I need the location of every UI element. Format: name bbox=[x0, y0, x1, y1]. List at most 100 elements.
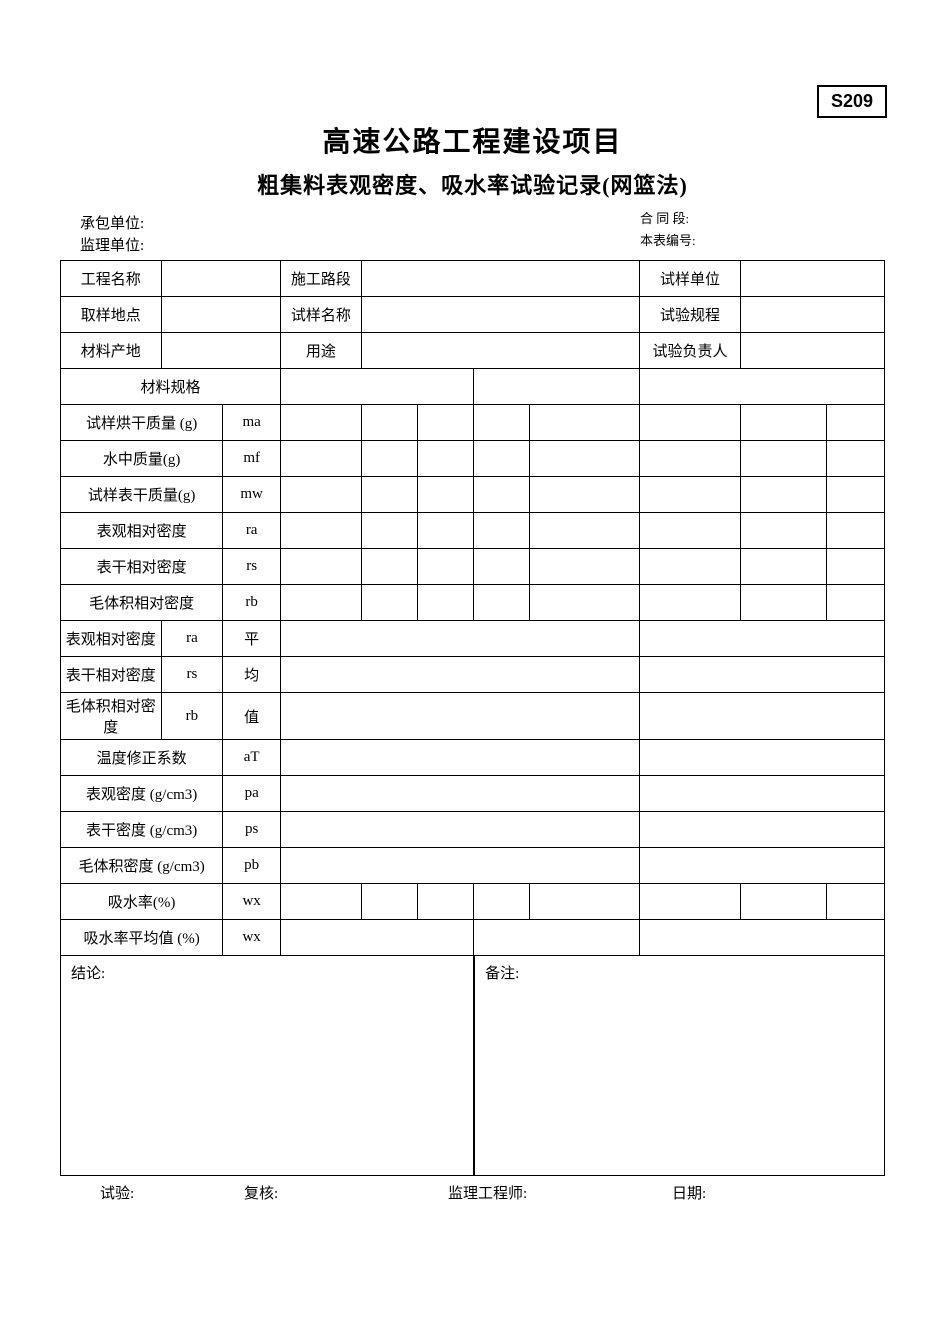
cell-value[interactable] bbox=[161, 333, 280, 369]
cell-value[interactable] bbox=[361, 884, 417, 920]
density-row: 毛体积密度 (g/cm3) pb bbox=[61, 848, 885, 884]
cell-value[interactable] bbox=[529, 441, 639, 477]
cell-value[interactable] bbox=[473, 585, 529, 621]
cell-value[interactable] bbox=[640, 848, 885, 884]
cell-value[interactable] bbox=[361, 297, 640, 333]
cell-value[interactable] bbox=[740, 441, 827, 477]
cell-value[interactable] bbox=[280, 920, 473, 956]
cell-value[interactable] bbox=[740, 549, 827, 585]
cell-value[interactable] bbox=[740, 585, 827, 621]
cell-value[interactable] bbox=[640, 740, 885, 776]
cell-value[interactable] bbox=[280, 441, 361, 477]
cell-value[interactable] bbox=[529, 477, 639, 513]
cell-value[interactable] bbox=[473, 405, 529, 441]
cell-value[interactable] bbox=[740, 884, 827, 920]
cell-value[interactable] bbox=[417, 549, 473, 585]
cell-value[interactable] bbox=[827, 441, 885, 477]
material-spec-row: 材料规格 bbox=[61, 369, 885, 405]
remarks-box[interactable]: 备注: bbox=[474, 956, 885, 1176]
cell-value[interactable] bbox=[280, 884, 361, 920]
cell-value[interactable] bbox=[161, 261, 280, 297]
cell-value[interactable] bbox=[280, 585, 361, 621]
cell-label: 用途 bbox=[280, 333, 361, 369]
footer-review: 复核: bbox=[244, 1182, 424, 1203]
cell-value[interactable] bbox=[827, 549, 885, 585]
cell-value[interactable] bbox=[280, 693, 639, 740]
cell-value[interactable] bbox=[473, 513, 529, 549]
info-row: 材料产地 用途 试验负责人 bbox=[61, 333, 885, 369]
cell-value[interactable] bbox=[280, 621, 639, 657]
cell-value[interactable] bbox=[280, 848, 639, 884]
cell-value[interactable] bbox=[473, 884, 529, 920]
cell-value[interactable] bbox=[640, 585, 741, 621]
avg-row: 表干相对密度 rs 均 bbox=[61, 657, 885, 693]
cell-value[interactable] bbox=[640, 920, 885, 956]
cell-value[interactable] bbox=[280, 657, 639, 693]
cell-value[interactable] bbox=[361, 333, 640, 369]
cell-value[interactable] bbox=[827, 405, 885, 441]
cell-value[interactable] bbox=[417, 477, 473, 513]
cell-value[interactable] bbox=[417, 405, 473, 441]
cell-value[interactable] bbox=[280, 812, 639, 848]
cell-value[interactable] bbox=[529, 884, 639, 920]
cell-value[interactable] bbox=[827, 884, 885, 920]
cell-value[interactable] bbox=[280, 369, 473, 405]
cell-value[interactable] bbox=[529, 585, 639, 621]
cell-value[interactable] bbox=[417, 585, 473, 621]
cell-value[interactable] bbox=[640, 693, 885, 740]
cell-value[interactable] bbox=[640, 657, 885, 693]
cell-value[interactable] bbox=[361, 477, 417, 513]
cell-value[interactable] bbox=[640, 812, 885, 848]
cell-value[interactable] bbox=[740, 261, 884, 297]
param-row: 水中质量(g) mf bbox=[61, 441, 885, 477]
cell-value[interactable] bbox=[361, 261, 640, 297]
cell-value[interactable] bbox=[473, 549, 529, 585]
cell-value[interactable] bbox=[640, 477, 741, 513]
cell-value[interactable] bbox=[361, 513, 417, 549]
cell-value[interactable] bbox=[740, 477, 827, 513]
cell-value[interactable] bbox=[161, 297, 280, 333]
cell-value[interactable] bbox=[827, 585, 885, 621]
cell-value[interactable] bbox=[473, 477, 529, 513]
cell-value[interactable] bbox=[640, 369, 885, 405]
cell-value[interactable] bbox=[280, 513, 361, 549]
cell-value[interactable] bbox=[529, 513, 639, 549]
cell-value[interactable] bbox=[280, 405, 361, 441]
density-label: 毛体积密度 (g/cm3) bbox=[61, 848, 223, 884]
footer: 试验: 复核: 监理工程师: 日期: bbox=[60, 1176, 885, 1203]
cell-value[interactable] bbox=[740, 513, 827, 549]
cell-value[interactable] bbox=[361, 549, 417, 585]
cell-value[interactable] bbox=[280, 740, 639, 776]
cell-value[interactable] bbox=[827, 513, 885, 549]
cell-value[interactable] bbox=[640, 621, 885, 657]
cell-value[interactable] bbox=[740, 333, 884, 369]
cell-value[interactable] bbox=[827, 477, 885, 513]
cell-value[interactable] bbox=[640, 549, 741, 585]
page-container: 高速公路工程建设项目 粗集料表观密度、吸水率试验记录(网篮法) 承包单位: 合 … bbox=[0, 0, 945, 1233]
conclusion-box[interactable]: 结论: bbox=[60, 956, 474, 1176]
cell-value[interactable] bbox=[417, 513, 473, 549]
cell-value[interactable] bbox=[361, 405, 417, 441]
cell-value[interactable] bbox=[740, 297, 884, 333]
cell-value[interactable] bbox=[473, 369, 639, 405]
param-symbol: rb bbox=[223, 585, 281, 621]
cell-value[interactable] bbox=[529, 549, 639, 585]
cell-value[interactable] bbox=[473, 920, 639, 956]
cell-value[interactable] bbox=[640, 513, 741, 549]
cell-value[interactable] bbox=[280, 477, 361, 513]
cell-value[interactable] bbox=[361, 441, 417, 477]
cell-value[interactable] bbox=[529, 405, 639, 441]
cell-value[interactable] bbox=[361, 585, 417, 621]
cell-value[interactable] bbox=[280, 776, 639, 812]
cell-value[interactable] bbox=[640, 776, 885, 812]
param-row: 毛体积相对密度 rb bbox=[61, 585, 885, 621]
footer-supervisor-eng: 监理工程师: bbox=[448, 1182, 648, 1203]
cell-value[interactable] bbox=[640, 441, 741, 477]
cell-value[interactable] bbox=[740, 405, 827, 441]
cell-value[interactable] bbox=[640, 884, 741, 920]
cell-value[interactable] bbox=[640, 405, 741, 441]
cell-value[interactable] bbox=[417, 884, 473, 920]
cell-value[interactable] bbox=[280, 549, 361, 585]
cell-value[interactable] bbox=[417, 441, 473, 477]
cell-value[interactable] bbox=[473, 441, 529, 477]
